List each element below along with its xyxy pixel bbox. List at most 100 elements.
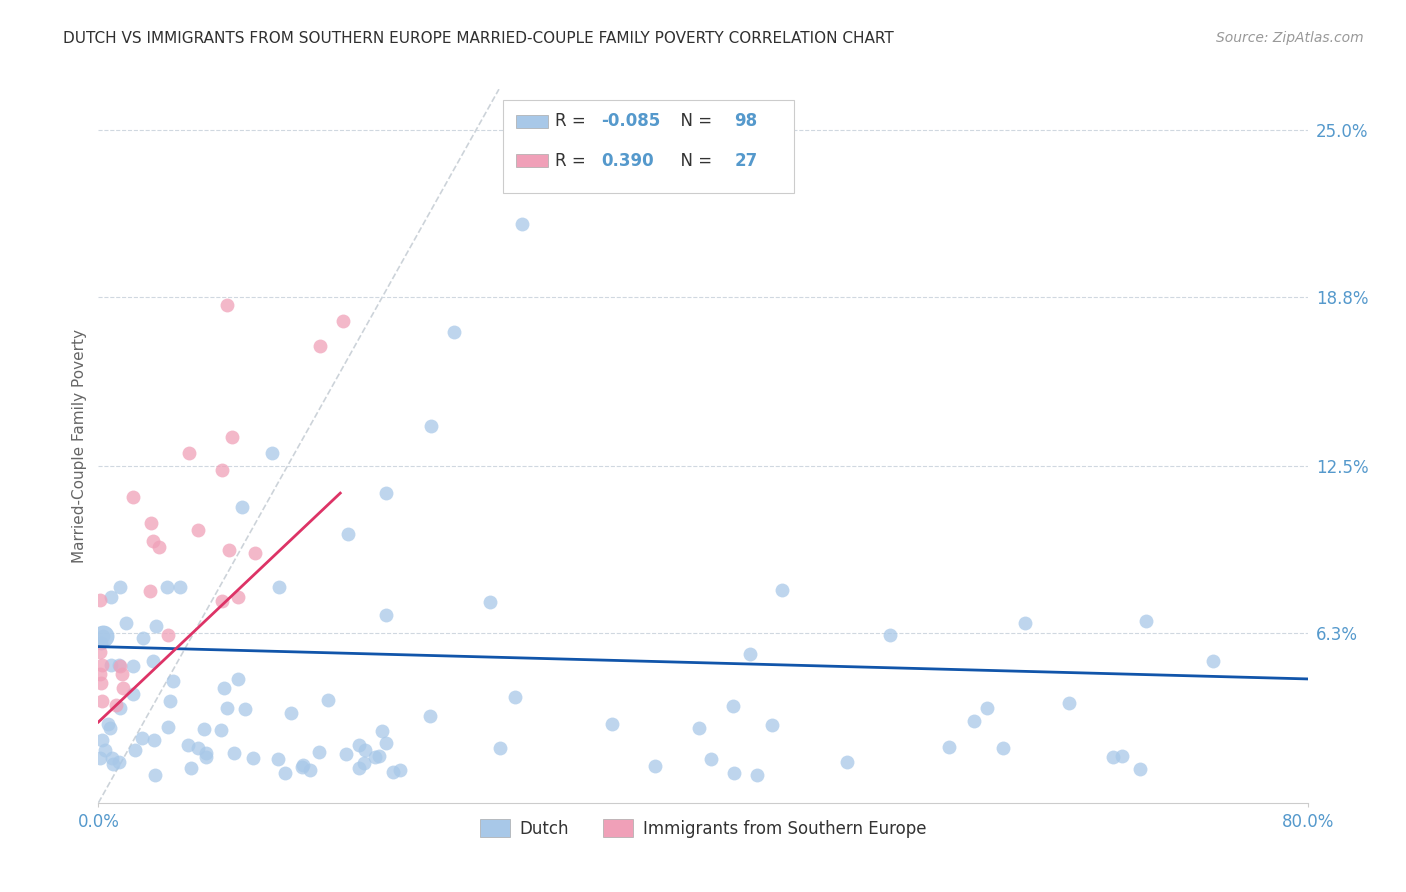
Point xyxy=(105,698,128,712)
Point xyxy=(131,731,153,746)
Point xyxy=(837,755,859,769)
Point xyxy=(420,418,443,433)
Point xyxy=(195,750,218,764)
Text: N =: N = xyxy=(671,152,717,169)
Point xyxy=(111,667,134,681)
Point xyxy=(700,751,723,765)
Point xyxy=(770,582,793,597)
Point xyxy=(124,743,146,757)
Point xyxy=(110,580,132,594)
Point xyxy=(148,540,170,554)
Bar xyxy=(516,115,548,128)
Point xyxy=(143,733,166,747)
Point xyxy=(91,694,114,708)
Point xyxy=(162,673,184,688)
Point xyxy=(121,659,143,673)
Point xyxy=(91,732,114,747)
Point xyxy=(443,325,465,339)
Point xyxy=(273,766,295,780)
Point xyxy=(364,750,387,764)
Point xyxy=(224,747,246,761)
Point xyxy=(1129,762,1152,776)
Point xyxy=(93,742,115,756)
Point xyxy=(156,628,179,642)
Point xyxy=(218,543,240,558)
Text: -0.085: -0.085 xyxy=(602,112,661,130)
Text: N =: N = xyxy=(671,112,717,130)
Point xyxy=(108,657,131,672)
Point xyxy=(96,716,118,731)
Point xyxy=(267,580,290,594)
Point xyxy=(90,676,112,690)
Point xyxy=(101,757,124,772)
Text: R =: R = xyxy=(555,152,596,169)
Point xyxy=(142,654,165,668)
Point xyxy=(122,687,145,701)
Point xyxy=(143,768,166,782)
Point xyxy=(332,314,354,328)
Point xyxy=(115,616,138,631)
Point xyxy=(353,743,375,757)
Point xyxy=(938,739,960,754)
Point xyxy=(267,752,290,766)
Point xyxy=(157,720,180,734)
Point xyxy=(374,486,396,500)
Point xyxy=(187,741,209,756)
Point xyxy=(110,701,132,715)
Point xyxy=(108,658,131,673)
Text: 98: 98 xyxy=(734,112,758,130)
Point xyxy=(91,629,114,643)
Point xyxy=(1101,750,1123,764)
Point xyxy=(299,764,322,778)
Point xyxy=(91,657,114,672)
Point xyxy=(139,516,162,531)
Point xyxy=(89,667,111,681)
Point xyxy=(226,590,249,604)
Point xyxy=(91,629,114,643)
Point xyxy=(215,298,238,312)
Point xyxy=(187,523,209,537)
Point xyxy=(335,747,357,761)
Point xyxy=(644,759,666,773)
Point xyxy=(382,765,405,780)
Point xyxy=(169,580,191,594)
Text: R =: R = xyxy=(555,112,592,130)
Point xyxy=(309,339,332,353)
Point xyxy=(214,681,236,695)
Text: 0.390: 0.390 xyxy=(602,152,654,169)
Point xyxy=(367,749,389,764)
Point xyxy=(347,761,370,775)
Y-axis label: Married-Couple Family Poverty: Married-Couple Family Poverty xyxy=(72,329,87,563)
Point xyxy=(723,766,745,780)
Point xyxy=(745,768,768,782)
Point xyxy=(478,595,501,609)
Point xyxy=(89,751,111,765)
Point xyxy=(1057,696,1080,710)
Point xyxy=(242,750,264,764)
Point xyxy=(262,446,284,460)
Point xyxy=(419,708,441,723)
Point xyxy=(98,721,121,735)
Point xyxy=(233,701,256,715)
Point xyxy=(226,673,249,687)
Point xyxy=(489,740,512,755)
Point xyxy=(1135,614,1157,628)
Point xyxy=(193,722,215,736)
Point xyxy=(280,706,302,720)
Point xyxy=(388,763,411,777)
Point xyxy=(721,699,744,714)
Point xyxy=(121,490,143,504)
Point xyxy=(510,217,533,231)
Text: DUTCH VS IMMIGRANTS FROM SOUTHERN EUROPE MARRIED-COUPLE FAMILY POVERTY CORRELATI: DUTCH VS IMMIGRANTS FROM SOUTHERN EUROPE… xyxy=(63,31,894,46)
Point xyxy=(349,738,371,752)
Point xyxy=(292,758,315,772)
Point xyxy=(316,692,339,706)
Point xyxy=(963,714,986,729)
Point xyxy=(738,648,761,662)
Point xyxy=(1014,615,1036,630)
Point xyxy=(1201,655,1223,669)
Point xyxy=(112,681,135,696)
Point xyxy=(243,546,266,560)
Text: 27: 27 xyxy=(734,152,758,169)
Point xyxy=(976,701,998,715)
